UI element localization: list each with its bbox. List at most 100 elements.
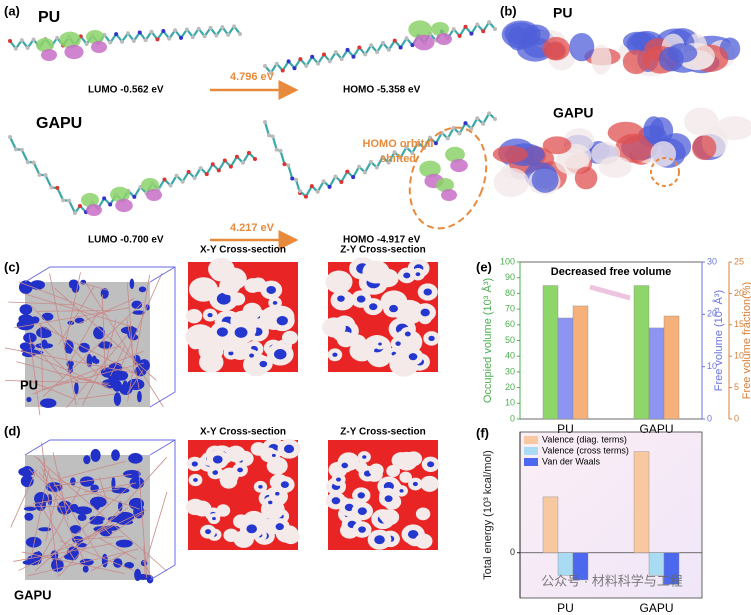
pore <box>45 482 63 492</box>
chain <box>10 469 37 528</box>
atom <box>333 50 338 55</box>
pore <box>132 310 145 315</box>
pore <box>118 501 123 512</box>
chain <box>98 537 137 560</box>
pore <box>40 398 57 408</box>
chain <box>43 458 46 479</box>
pore <box>86 354 93 368</box>
pore <box>336 477 341 482</box>
material-label: PU <box>20 377 38 392</box>
y-tick-label: 0 <box>707 413 712 423</box>
chain <box>30 304 99 376</box>
atom <box>333 174 338 179</box>
y-tick-label: 5 <box>734 382 739 392</box>
atom <box>380 155 385 160</box>
atom <box>493 27 497 31</box>
chain <box>69 311 99 362</box>
pore-halo <box>193 500 212 517</box>
pore <box>212 470 219 475</box>
pore <box>207 312 213 318</box>
section-title: Z-Y Cross-section <box>340 427 425 438</box>
pore <box>275 523 284 531</box>
atom <box>316 61 321 66</box>
pore <box>389 304 398 313</box>
esp-surface <box>591 141 621 166</box>
atom <box>351 175 356 180</box>
orbital-lobe <box>110 186 130 203</box>
chain <box>21 349 113 391</box>
pore <box>82 565 89 573</box>
orbital-lobe <box>436 33 452 45</box>
chain <box>90 551 129 572</box>
chain <box>109 513 142 536</box>
orbital-lobe <box>408 20 432 39</box>
pore <box>374 535 385 545</box>
atom <box>386 47 391 52</box>
y-axis-title: Free volume (10³ Å³) <box>712 290 725 391</box>
atom <box>357 164 362 169</box>
atom <box>298 57 303 62</box>
chain <box>45 488 59 542</box>
esp-surface <box>569 32 595 62</box>
atom <box>327 59 332 64</box>
legend-swatch <box>524 436 538 444</box>
bar <box>542 496 559 553</box>
atom <box>162 177 167 182</box>
pore <box>341 462 349 469</box>
note: HOMO orbital <box>363 138 434 150</box>
atom <box>179 35 184 40</box>
section-title: X-Y Cross-section <box>200 245 286 256</box>
esp-surface <box>493 167 530 198</box>
orbital-lobe <box>86 204 102 216</box>
chain <box>126 370 144 394</box>
atom <box>310 54 315 59</box>
atom <box>192 175 197 180</box>
atom <box>487 111 492 116</box>
y-tick-label: 0 <box>510 413 515 423</box>
y-tick-label: 100 <box>500 256 515 266</box>
atom <box>196 26 201 31</box>
orbital-lobe <box>445 146 465 163</box>
atom <box>315 189 320 194</box>
atom <box>321 179 326 184</box>
molecule-name: GAPU <box>553 105 593 121</box>
y-tick-label: 90 <box>505 272 515 282</box>
orbital-lobe <box>146 189 162 201</box>
homo-label: HOMO -4.917 eV <box>343 235 421 246</box>
pore <box>276 315 288 326</box>
atom <box>392 38 397 43</box>
pore <box>74 317 85 324</box>
pore <box>234 327 248 338</box>
pore <box>69 283 75 289</box>
pore <box>128 453 143 464</box>
orbital-lobe <box>450 158 468 173</box>
chain <box>85 283 164 408</box>
cell-outline <box>24 266 176 408</box>
chain <box>59 540 134 571</box>
esp-surface <box>522 24 550 46</box>
pore <box>415 272 421 277</box>
atom <box>173 28 178 33</box>
atom <box>198 166 203 171</box>
pore-halo <box>266 456 288 475</box>
atom <box>228 164 233 169</box>
x-tick-label: GAPU <box>639 601 673 615</box>
chain <box>13 543 113 562</box>
pore <box>41 312 54 321</box>
chain <box>36 486 82 567</box>
chain <box>40 466 86 564</box>
atom <box>327 184 332 189</box>
pore <box>403 272 411 279</box>
pore <box>237 467 243 473</box>
pore <box>395 341 401 346</box>
pore <box>274 349 287 360</box>
atom <box>202 34 207 39</box>
pore <box>93 326 105 340</box>
atom <box>380 40 385 45</box>
atom <box>180 179 185 184</box>
esp-surface <box>622 49 650 75</box>
pore <box>412 481 418 487</box>
y-tick-label: 30 <box>505 366 515 376</box>
pore <box>19 304 33 315</box>
